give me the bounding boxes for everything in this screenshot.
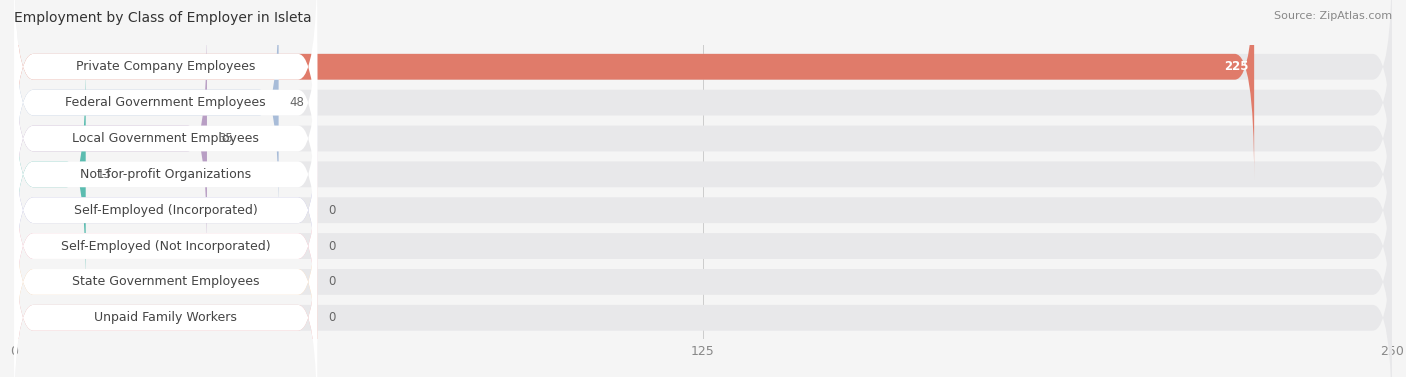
Text: 0: 0 — [328, 311, 336, 324]
FancyBboxPatch shape — [14, 0, 318, 215]
Text: 225: 225 — [1225, 60, 1249, 73]
Text: Local Government Employees: Local Government Employees — [72, 132, 259, 145]
Text: 35: 35 — [218, 132, 233, 145]
Text: 13: 13 — [97, 168, 111, 181]
FancyBboxPatch shape — [14, 169, 1392, 377]
Text: Federal Government Employees: Federal Government Employees — [65, 96, 266, 109]
FancyBboxPatch shape — [14, 26, 207, 251]
Text: Not-for-profit Organizations: Not-for-profit Organizations — [80, 168, 252, 181]
FancyBboxPatch shape — [14, 26, 318, 251]
FancyBboxPatch shape — [14, 62, 1392, 287]
FancyBboxPatch shape — [14, 98, 318, 323]
Text: State Government Employees: State Government Employees — [72, 276, 259, 288]
FancyBboxPatch shape — [14, 133, 318, 359]
Text: Source: ZipAtlas.com: Source: ZipAtlas.com — [1274, 11, 1392, 21]
Text: Self-Employed (Not Incorporated): Self-Employed (Not Incorporated) — [60, 239, 270, 253]
FancyBboxPatch shape — [14, 26, 1392, 251]
Text: 0: 0 — [328, 204, 336, 217]
FancyBboxPatch shape — [14, 0, 1254, 179]
FancyBboxPatch shape — [14, 169, 318, 377]
FancyBboxPatch shape — [14, 133, 318, 359]
FancyBboxPatch shape — [14, 169, 318, 377]
FancyBboxPatch shape — [14, 62, 86, 287]
Text: Self-Employed (Incorporated): Self-Employed (Incorporated) — [73, 204, 257, 217]
FancyBboxPatch shape — [14, 205, 318, 377]
FancyBboxPatch shape — [14, 205, 1392, 377]
Text: 0: 0 — [328, 276, 336, 288]
FancyBboxPatch shape — [14, 0, 1392, 179]
FancyBboxPatch shape — [14, 0, 318, 179]
FancyBboxPatch shape — [14, 98, 318, 323]
Text: Private Company Employees: Private Company Employees — [76, 60, 256, 73]
FancyBboxPatch shape — [14, 0, 1392, 215]
Text: Employment by Class of Employer in Isleta: Employment by Class of Employer in Islet… — [14, 11, 312, 25]
Text: Unpaid Family Workers: Unpaid Family Workers — [94, 311, 238, 324]
FancyBboxPatch shape — [14, 133, 1392, 359]
FancyBboxPatch shape — [14, 205, 318, 377]
FancyBboxPatch shape — [14, 62, 318, 287]
Text: 48: 48 — [290, 96, 305, 109]
FancyBboxPatch shape — [14, 98, 1392, 323]
FancyBboxPatch shape — [14, 0, 278, 215]
Text: 0: 0 — [328, 239, 336, 253]
